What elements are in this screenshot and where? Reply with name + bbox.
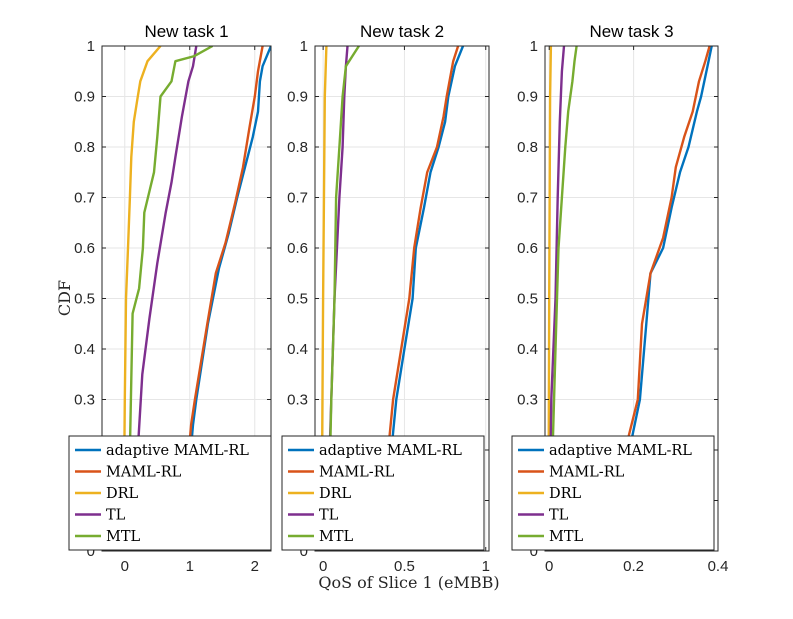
series-line-tl: [133, 46, 198, 551]
legend-label-maml-rl: MAML-RL: [106, 465, 182, 481]
panel-3: 00.10.20.30.40.50.60.70.80.9100.20.4New …: [511, 22, 729, 575]
y-tick-label: 0.3: [517, 392, 538, 409]
legend-label-maml-rl: MAML-RL: [319, 465, 395, 481]
series-line-maml-rl: [382, 46, 460, 551]
series-line-drl: [320, 46, 328, 551]
legend-label-drl: DRL: [549, 486, 582, 502]
legend: adaptive MAML-RL MAML-RL DRL TL MTL: [511, 435, 715, 551]
legend-box: [281, 435, 485, 551]
y-tick-label: 0.9: [517, 89, 538, 106]
x-tick-label: 2: [251, 558, 259, 575]
x-tick-label: 1: [482, 558, 490, 575]
legend-label-tl: TL: [549, 508, 569, 524]
y-tick-label: 0.3: [287, 392, 308, 409]
legend-label-tl: TL: [106, 508, 126, 524]
legend-label-adaptive-maml-rl: adaptive MAML-RL: [549, 443, 692, 459]
legend-label-drl: DRL: [319, 486, 352, 502]
series-line-tl: [548, 46, 566, 551]
x-tick-label: 0.2: [623, 558, 644, 575]
legend-label-maml-rl: MAML-RL: [549, 465, 625, 481]
y-tick-label: 1: [530, 38, 538, 55]
y-tick-label: 0.8: [517, 139, 538, 156]
legend-box: [68, 435, 272, 551]
y-tick-label: 0.9: [287, 89, 308, 106]
y-tick-label: 0.7: [74, 190, 95, 207]
y-tick-label: 0.5: [74, 291, 95, 308]
legend-label-mtl: MTL: [106, 529, 141, 545]
series-line-adaptive-maml-rl: [619, 46, 713, 551]
x-tick-label: 0: [121, 558, 129, 575]
y-tick-label: 0.6: [517, 240, 538, 257]
legend-label-adaptive-maml-rl: adaptive MAML-RL: [319, 443, 462, 459]
y-tick-label: 0.9: [74, 89, 95, 106]
y-tick-label: 0.5: [517, 291, 538, 308]
series-line-maml-rl: [617, 46, 711, 551]
y-tick-label: 0.8: [74, 139, 95, 156]
x-tick-label: 0: [545, 558, 553, 575]
y-tick-label: 0.7: [517, 190, 538, 207]
y-tick-label: 0.4: [517, 341, 538, 358]
series-line-mtl: [326, 46, 360, 551]
y-tick-label: 1: [300, 38, 308, 55]
y-tick-label: 0.3: [74, 392, 95, 409]
series-group: [547, 46, 713, 551]
y-tick-label: 0.5: [287, 291, 308, 308]
x-tick-label: 0.5: [394, 558, 415, 575]
legend-box: [511, 435, 715, 551]
series-line-maml-rl: [177, 46, 264, 551]
legend-label-drl: DRL: [106, 486, 139, 502]
legend: adaptive MAML-RL MAML-RL DRL TL MTL: [68, 435, 272, 551]
y-tick-label: 0: [300, 543, 308, 560]
legend-label-mtl: MTL: [549, 529, 584, 545]
y-tick-label: 0: [530, 543, 538, 560]
series-group: [320, 46, 465, 551]
series-line-drl: [122, 46, 162, 551]
y-tick-label: 0.6: [287, 240, 308, 257]
y-tick-label: 0.8: [287, 139, 308, 156]
series-line-adaptive-maml-rl: [383, 46, 465, 551]
legend-label-adaptive-maml-rl: adaptive MAML-RL: [106, 443, 249, 459]
y-tick-label: 0.4: [287, 341, 308, 358]
x-axis-label: QoS of Slice 1 (eMBB): [318, 573, 499, 592]
series-line-drl: [547, 46, 553, 551]
x-tick-label: 1: [186, 558, 194, 575]
series-line-mtl: [126, 46, 214, 551]
y-axis-label: CDF: [55, 280, 74, 316]
series-group: [122, 46, 271, 551]
panel-title: New task 2: [360, 22, 444, 41]
x-tick-label: 0: [319, 558, 327, 575]
y-tick-label: 0.4: [74, 341, 95, 358]
panel-title: New task 1: [144, 22, 228, 41]
legend-label-mtl: MTL: [319, 529, 354, 545]
legend: adaptive MAML-RL MAML-RL DRL TL MTL: [281, 435, 485, 551]
y-tick-label: 0: [87, 543, 95, 560]
legend-label-tl: TL: [319, 508, 339, 524]
panel-title: New task 3: [589, 22, 673, 41]
y-tick-label: 1: [87, 38, 95, 55]
y-tick-label: 0.6: [74, 240, 95, 257]
series-line-mtl: [548, 46, 578, 551]
x-tick-label: 0.4: [708, 558, 729, 575]
y-tick-label: 0.7: [287, 190, 308, 207]
